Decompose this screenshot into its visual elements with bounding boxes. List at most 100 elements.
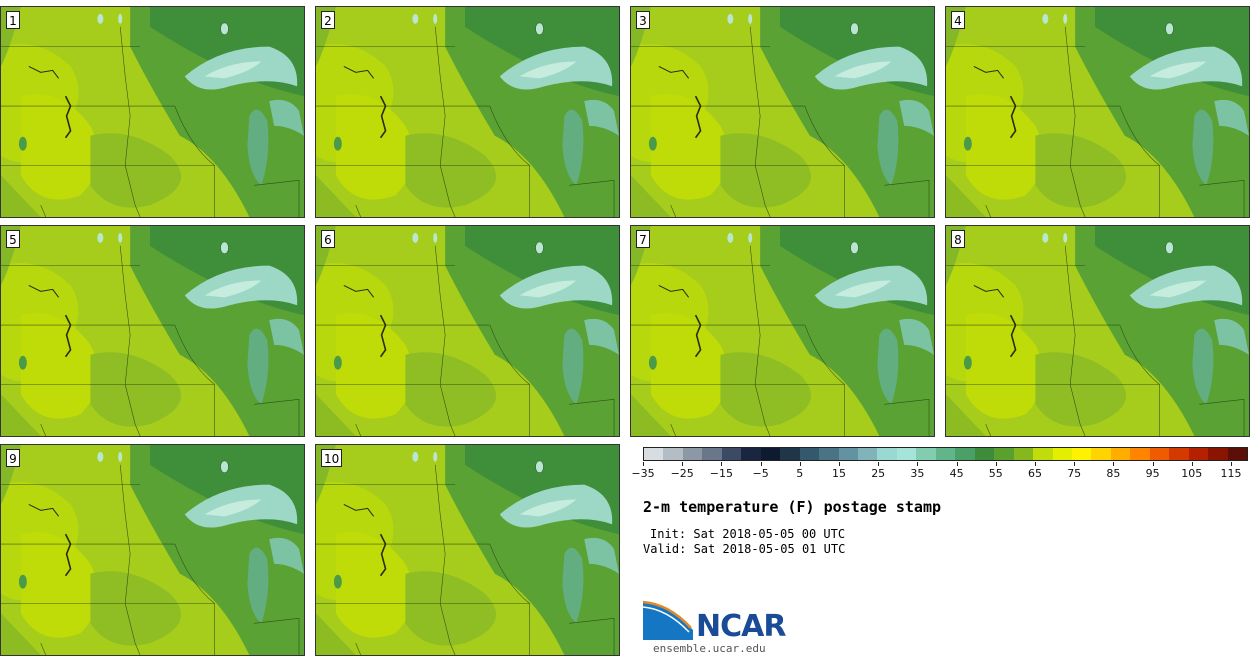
temperature-map xyxy=(1,7,304,217)
colorbar-segment xyxy=(682,448,703,460)
colorbar-segment xyxy=(1033,448,1053,460)
colorbar-segment xyxy=(974,448,995,460)
colorbar-tick-label: 65 xyxy=(1028,467,1042,480)
temperature-map xyxy=(946,226,1249,436)
colorbar-segment xyxy=(1208,448,1228,460)
colorbar-segment xyxy=(799,448,820,460)
colorbar-segment xyxy=(644,448,664,460)
colorbar-tick-label: 35 xyxy=(910,467,925,480)
ncar-logo-text: NCAR xyxy=(696,609,786,644)
colorbar-segment xyxy=(994,448,1014,460)
colorbar-tick-label: 95 xyxy=(1145,467,1160,480)
colorbar-tick-labels: −35 −25 −15 −5 5 15 25 35 45 55 65 75 85 95 105 115 xyxy=(631,462,1248,482)
colorbar-tick-label: −5 xyxy=(752,467,769,480)
ncar-logo-icon xyxy=(643,600,693,640)
temperature-map xyxy=(1,445,304,655)
temperature-map xyxy=(316,7,619,217)
temperature-map xyxy=(1,226,304,436)
colorbar-segment xyxy=(1071,448,1092,460)
colorbar-segment xyxy=(857,448,878,460)
colorbar-segment xyxy=(780,448,800,460)
member-label: 7 xyxy=(636,230,650,248)
member-label: 3 xyxy=(636,11,650,29)
map-panel-5: 5 xyxy=(0,225,305,437)
colorbar-tick xyxy=(1074,462,1076,466)
colorbar-tick xyxy=(839,462,840,466)
colorbar-tick-label: 105 xyxy=(1181,467,1203,480)
colorbar-tick xyxy=(1035,462,1036,466)
colorbar-tick xyxy=(1152,462,1154,466)
colorbar-tick xyxy=(1113,462,1115,466)
colorbar-segment xyxy=(916,448,936,460)
colorbar-tick-label: 45 xyxy=(949,467,964,480)
colorbar-segment xyxy=(663,448,683,460)
colorbar-segment xyxy=(1130,448,1150,460)
colorbar-tick-label: 55 xyxy=(988,467,1003,480)
colorbar-tick xyxy=(721,462,723,466)
member-label: 4 xyxy=(951,11,965,29)
colorbar-tick xyxy=(643,462,644,466)
member-label: 5 xyxy=(6,230,20,248)
colorbar-segment xyxy=(896,448,917,460)
temperature-map xyxy=(316,226,619,436)
colorbar-tick xyxy=(1231,462,1232,466)
colorbar-tick-label: 15 xyxy=(832,467,846,480)
colorbar-tick-label: −25 xyxy=(670,467,694,480)
valid-time: Valid: Sat 2018-05-05 01 UTC xyxy=(643,542,846,556)
temperature-colorbar xyxy=(643,447,1248,461)
site-url: ensemble.ucar.edu xyxy=(653,642,766,655)
colorbar-segment xyxy=(1169,448,1189,460)
temperature-map xyxy=(631,226,934,436)
member-label: 2 xyxy=(321,11,335,29)
init-time: Init: Sat 2018-05-05 00 UTC xyxy=(650,527,846,541)
map-panel-10: 10 xyxy=(315,444,620,656)
temperature-map xyxy=(946,7,1249,217)
map-panel-9: 9 xyxy=(0,444,305,656)
colorbar-tick xyxy=(917,462,919,466)
colorbar-tick xyxy=(1191,462,1193,466)
temperature-map xyxy=(316,445,619,655)
colorbar-segment xyxy=(955,448,975,460)
map-panel-1: 1 xyxy=(0,6,305,218)
colorbar-tick-label: 85 xyxy=(1106,467,1121,480)
colorbar-segment xyxy=(819,448,839,460)
temperature-map xyxy=(631,7,934,217)
colorbar-segment xyxy=(1149,448,1170,460)
map-panel-4: 4 xyxy=(945,6,1250,218)
colorbar-tick-label: 115 xyxy=(1220,467,1242,480)
colorbar-segment xyxy=(1091,448,1111,460)
member-label: 8 xyxy=(951,230,965,248)
colorbar-segment xyxy=(1013,448,1034,460)
colorbar-tick-label: 25 xyxy=(871,467,886,480)
colorbar-segment xyxy=(721,448,742,460)
map-panel-3: 3 xyxy=(630,6,935,218)
member-label: 1 xyxy=(6,11,20,29)
colorbar-segment xyxy=(1110,448,1131,460)
colorbar-segment xyxy=(1227,448,1248,460)
colorbar-segment xyxy=(702,448,722,460)
map-panel-8: 8 xyxy=(945,225,1250,437)
map-panel-7: 7 xyxy=(630,225,935,437)
colorbar-segment xyxy=(877,448,897,460)
map-panel-2: 2 xyxy=(315,6,620,218)
figure-title: 2-m temperature (F) postage stamp xyxy=(643,498,942,516)
colorbar-tick xyxy=(956,462,958,466)
colorbar-segment xyxy=(760,448,781,460)
colorbar-tick xyxy=(878,462,880,466)
colorbar-segment xyxy=(1052,448,1072,460)
member-label: 6 xyxy=(321,230,335,248)
colorbar-tick-label: 75 xyxy=(1067,467,1082,480)
colorbar-tick xyxy=(995,462,997,466)
member-label: 9 xyxy=(6,449,20,467)
colorbar-tick xyxy=(799,462,801,466)
colorbar-segment xyxy=(1188,448,1209,460)
colorbar-segment xyxy=(741,448,761,460)
colorbar-tick xyxy=(682,462,684,466)
map-panel-6: 6 xyxy=(315,225,620,437)
colorbar-tick-label: −35 xyxy=(631,467,655,480)
colorbar-segment xyxy=(838,448,858,460)
colorbar-tick-label: −15 xyxy=(709,467,733,480)
member-label: 10 xyxy=(321,449,343,467)
colorbar-tick xyxy=(760,462,762,466)
colorbar-tick-label: 5 xyxy=(796,467,804,480)
